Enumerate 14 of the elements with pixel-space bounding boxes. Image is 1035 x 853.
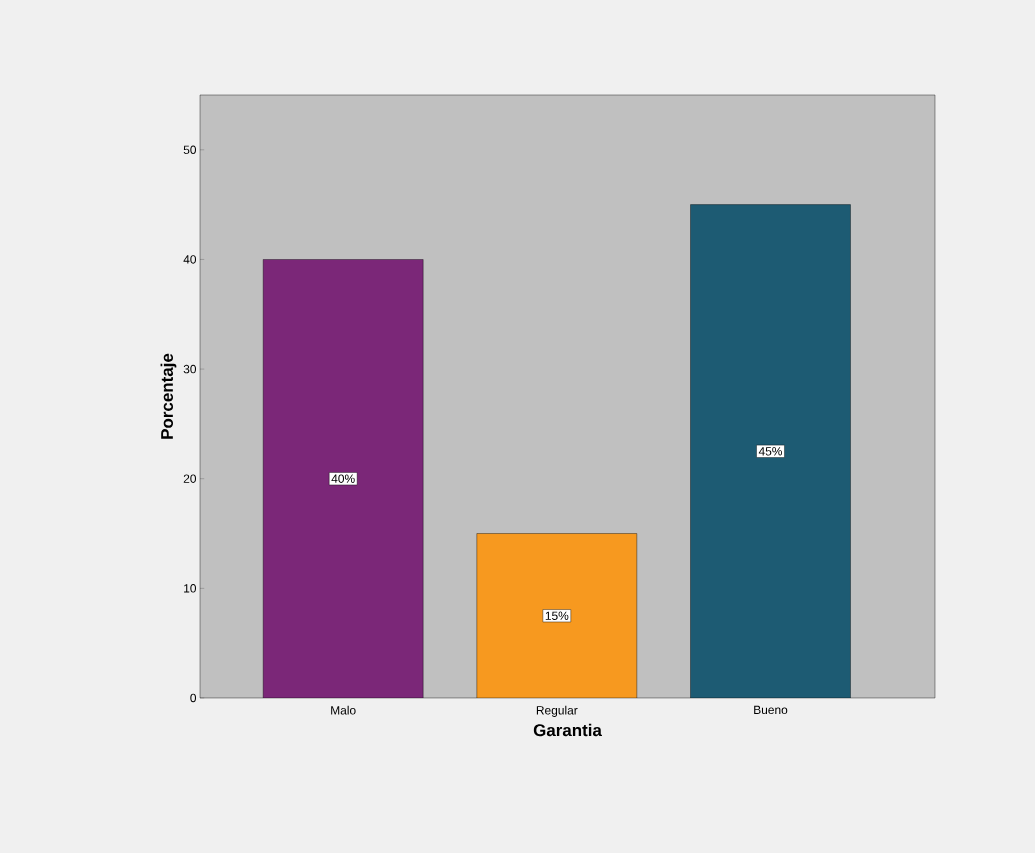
y-tick-label: 20 [183,474,197,483]
y-tick-label: 40 [183,255,197,264]
x-tick-label: Malo [331,705,356,715]
x-tick-label: Bueno [754,705,788,715]
y-tick-label: 10 [184,584,197,593]
data-label: 40% [331,474,355,483]
x-tick-label: Regular [536,705,578,717]
x-axis-title: Garantia [533,723,602,737]
data-label: 45% [758,447,783,456]
y-tick-label: 50 [183,145,197,155]
y-tick-label: 0 [190,693,197,703]
data-label: 15% [545,611,569,620]
y-tick-label: 30 [183,364,197,374]
y-axis-title: Porcentaje [160,353,177,439]
